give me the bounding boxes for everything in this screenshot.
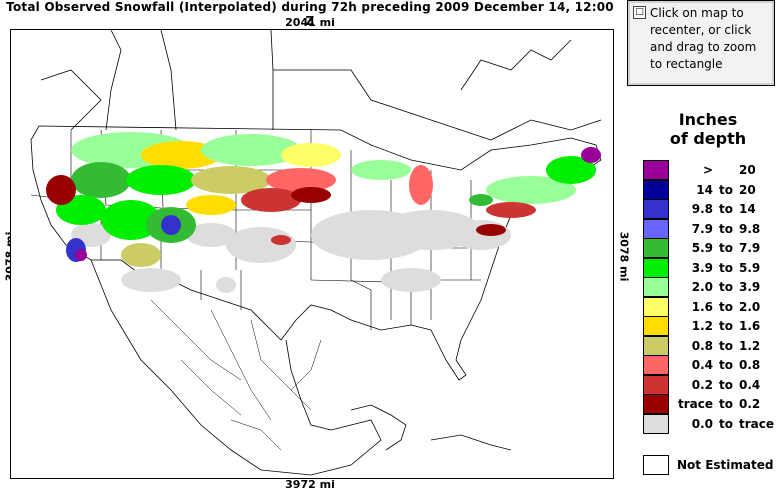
legend-item: 0.2 to 0.4 <box>643 374 779 395</box>
legend-item: 0.8 to 1.2 <box>643 335 779 356</box>
top-distance-label: 2041 mi <box>285 16 335 29</box>
legend-item: 2.0 to 3.9 <box>643 277 779 297</box>
legend-item: 1.6 to 2.0 <box>643 296 779 317</box>
legend-to: to <box>719 241 733 255</box>
legend-not-estimated-label: Not Estimated <box>677 458 774 472</box>
country-outlines <box>30 125 602 476</box>
legend-to: to <box>719 377 733 392</box>
legend-high: 7.9 <box>739 241 761 255</box>
legend-title-line1: Inches <box>678 110 738 129</box>
legend-high: 20 <box>739 163 756 177</box>
legend-item: 7.9 to 9.8 <box>643 218 779 239</box>
legend-low: 7.9 <box>691 221 713 236</box>
legend-swatch <box>643 413 669 434</box>
legend-swatch <box>643 257 669 278</box>
canada-boundaries <box>40 30 602 141</box>
legend-high: 9.8 <box>739 221 761 236</box>
legend-to: to <box>719 280 733 294</box>
legend-swatch <box>643 455 669 475</box>
legend-to: to <box>719 338 733 353</box>
mexico-states <box>150 299 322 451</box>
legend-low: 1.2 <box>691 319 713 333</box>
legend-item: 9.8 to 14 <box>643 199 779 219</box>
legend-to: to <box>719 182 733 197</box>
legend-to: to <box>719 260 733 275</box>
legend-item: trace to 0.2 <box>643 394 779 414</box>
legend-to: to <box>719 416 733 431</box>
legend-to: to <box>719 397 733 411</box>
legend-title-line2: of depth <box>669 129 747 148</box>
legend-to: to <box>719 221 733 236</box>
map-help-box: □ Click on map to recenter, or click and… <box>627 0 775 86</box>
legend-low: 14 <box>696 182 713 197</box>
legend-low: 2.0 <box>691 280 713 294</box>
legend-low: 0.0 <box>691 416 713 431</box>
legend-low: 0.8 <box>691 338 713 353</box>
bottom-distance-label: 3972 mi <box>285 478 335 491</box>
legend-item: 0.0 to trace <box>643 413 779 434</box>
legend-low: 9.8 <box>691 202 713 216</box>
legend-swatch <box>643 218 669 239</box>
legend-to: to <box>719 202 733 216</box>
legend-swatch <box>643 335 669 356</box>
legend-low: 0.2 <box>691 377 713 392</box>
legend-swatch <box>643 355 669 375</box>
legend-high: 5.9 <box>739 260 761 275</box>
legend-item: 1.2 to 1.6 <box>643 316 779 336</box>
map-help-text: Click on map to recenter, or click and d… <box>650 6 757 71</box>
trace-snow-areas <box>71 210 511 293</box>
legend-high: 0.4 <box>739 377 761 392</box>
legend-item: 5.9 to 7.9 <box>643 238 779 258</box>
legend-low: trace <box>677 397 713 411</box>
legend-item: 14 to 20 <box>643 179 779 200</box>
legend-high: 0.8 <box>739 358 761 372</box>
map-title: Total Observed Snowfall (Interpolated) d… <box>6 0 614 28</box>
info-icon: □ <box>633 6 646 19</box>
legend-high: 1.2 <box>739 338 761 353</box>
legend-to: to <box>719 358 733 372</box>
legend-swatch <box>643 316 669 336</box>
legend-high: 20 <box>739 182 756 197</box>
legend-not-estimated: Not Estimated <box>643 455 779 475</box>
snowfall-map[interactable] <box>10 29 614 479</box>
legend-high: 1.6 <box>739 319 761 333</box>
map-canvas[interactable] <box>11 30 613 478</box>
legend-item: 0.4 to 0.8 <box>643 355 779 375</box>
legend-high: 0.2 <box>739 397 761 411</box>
legend-swatch <box>643 277 669 297</box>
legend-high: 3.9 <box>739 280 761 294</box>
legend-item: 3.9 to 5.9 <box>643 257 779 278</box>
legend-swatch <box>643 394 669 414</box>
legend-swatch <box>643 160 669 180</box>
legend-swatch <box>643 374 669 395</box>
legend-swatch <box>643 199 669 219</box>
legend-swatch <box>643 296 669 317</box>
legend-low: 3.9 <box>691 260 713 275</box>
legend-to: to <box>719 319 733 333</box>
snowfall-patches <box>46 132 601 267</box>
legend-swatch <box>643 179 669 200</box>
legend-high: trace <box>739 416 775 431</box>
right-distance-label: 3078 mi <box>617 231 631 282</box>
legend-high: 14 <box>739 202 756 216</box>
legend-low: 5.9 <box>691 241 713 255</box>
legend-item: >20 <box>643 160 779 180</box>
legend-to: to <box>719 299 733 314</box>
legend-high: 2.0 <box>739 299 761 314</box>
legend-swatch <box>643 238 669 258</box>
legend-low: 0.4 <box>691 358 713 372</box>
legend-low: 1.6 <box>691 299 713 314</box>
legend-low: > <box>702 163 713 177</box>
legend-title: Inches of depth <box>640 110 776 148</box>
